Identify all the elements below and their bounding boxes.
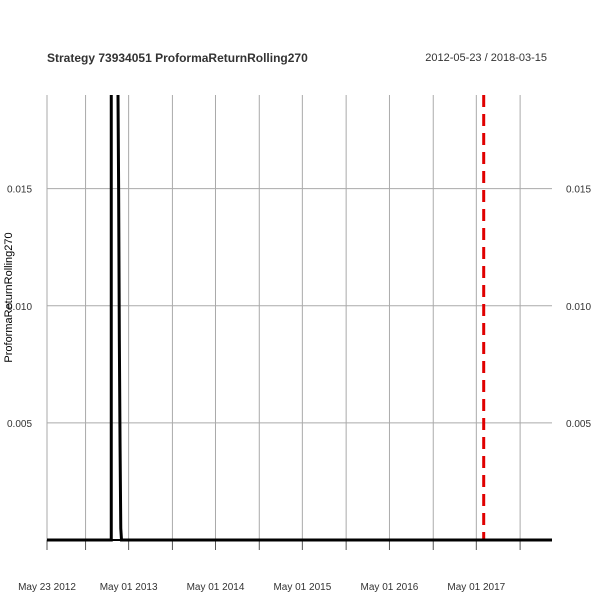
x-tick-label: May 01 2014: [187, 582, 245, 593]
x-tick-label: May 01 2016: [361, 582, 419, 593]
y-tick-label-right: 0.010: [566, 302, 591, 313]
chart-date-range: 2012-05-23 / 2018-03-15: [425, 52, 547, 64]
y-tick-label-left: 0.010: [7, 302, 32, 313]
x-tick-label: May 01 2015: [273, 582, 331, 593]
y-tick-label-left: 0.005: [7, 419, 32, 430]
chart-title: Strategy 73934051 ProformaReturnRolling2…: [47, 51, 308, 65]
axis-labels: May 23 2012 May 01 2013 May 01 2014 May 01 …: [3, 185, 591, 593]
y-axis-label: ProformaReturnRolling270: [3, 232, 15, 362]
series-line: [47, 95, 552, 542]
grid-lines: [46, 95, 552, 540]
data-series: [47, 95, 552, 542]
y-tick-label-right: 0.005: [566, 419, 591, 430]
y-tick-label-left: 0.015: [7, 185, 32, 196]
chart-header: Strategy 73934051 ProformaReturnRolling2…: [0, 0, 600, 80]
x-tick-label: May 23 2012: [18, 582, 76, 593]
y-tick-label-right: 0.015: [566, 185, 591, 196]
x-tick-label: May 01 2017: [447, 582, 505, 593]
x-tick-label: May 01 2013: [100, 582, 158, 593]
